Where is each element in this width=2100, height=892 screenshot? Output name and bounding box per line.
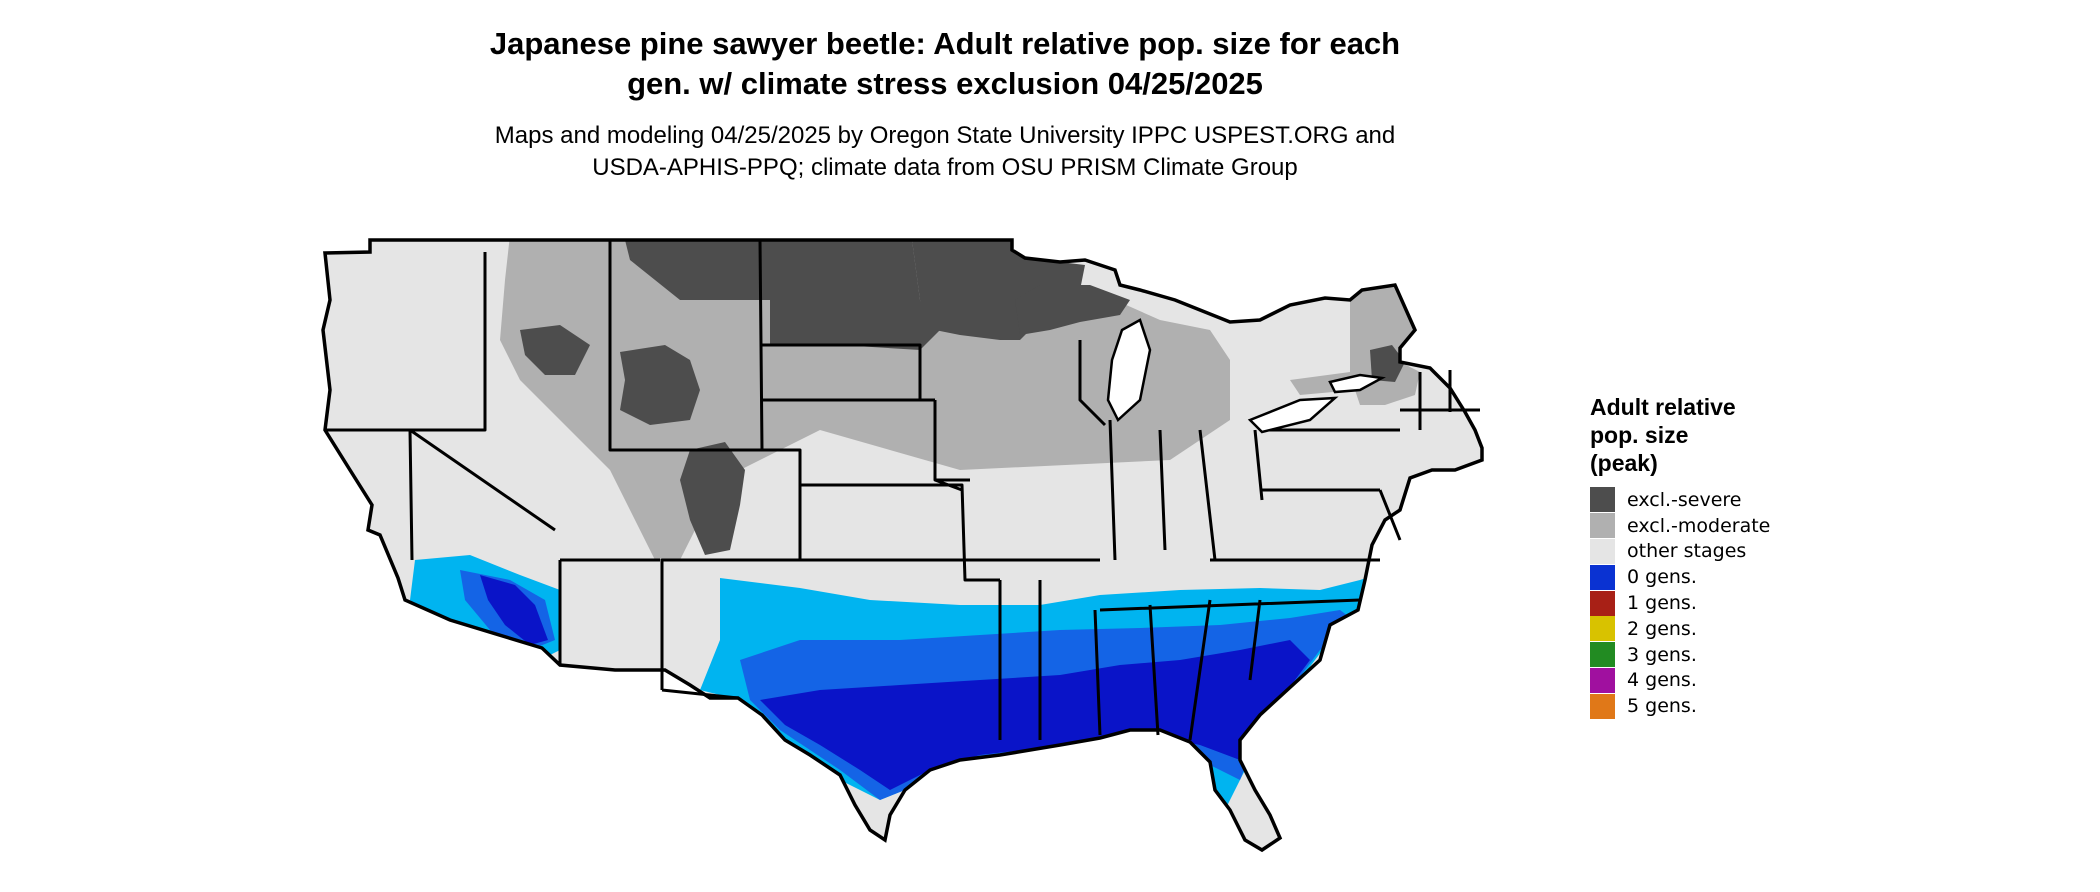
legend-label: 1 gens. — [1627, 592, 1697, 615]
region-excl-severe-idaho-montana — [520, 325, 590, 375]
legend-label: excl.-severe — [1627, 488, 1742, 511]
legend-label: 0 gens. — [1627, 566, 1697, 589]
great-lakes — [1106, 318, 1386, 434]
legend-item-excl-severe: excl.-severe — [1590, 487, 1770, 513]
legend: Adult relative pop. size (peak) excl.-se… — [1590, 393, 1770, 719]
region-excl-severe-adirondacks — [1370, 345, 1405, 382]
legend-title-line-1: Adult relative — [1590, 394, 1736, 420]
state-border-east-west-trunk — [325, 239, 1480, 741]
legend-item-4-gens: 4 gens. — [1590, 667, 1770, 694]
legend-label: 3 gens. — [1627, 643, 1697, 666]
legend-swatch — [1590, 513, 1615, 539]
region-excl-severe-upper-michigan — [1015, 285, 1130, 335]
map-subtitle-line-2: USDA-APHIS-PPQ; climate data from OSU PR… — [592, 154, 1298, 181]
region-excl-severe-colorado — [680, 442, 745, 555]
legend-title: Adult relative pop. size (peak) — [1590, 393, 1770, 477]
legend-item-other-stages: other stages — [1590, 538, 1770, 565]
legend-swatch — [1590, 616, 1615, 642]
legend-label: other stages — [1627, 540, 1747, 563]
legend-swatch — [1590, 693, 1615, 719]
lake-ontario — [1328, 373, 1386, 394]
region-zero-gens-dark-southeast — [760, 640, 1310, 790]
legend-label: 5 gens. — [1627, 695, 1697, 718]
legend-label: 4 gens. — [1627, 669, 1697, 692]
legend-swatch — [1590, 538, 1615, 564]
legend-item-0-gens: 0 gens. — [1590, 564, 1770, 590]
map-title-line-1: Japanese pine sawyer beetle: Adult relat… — [489, 26, 1401, 61]
legend-swatch — [1590, 487, 1615, 513]
legend-label: 2 gens. — [1627, 617, 1697, 640]
legend-swatch — [1590, 642, 1615, 668]
region-excl-severe-maine — [1470, 285, 1482, 360]
lake-erie — [1247, 396, 1339, 434]
region-excl-severe-dakotas — [625, 240, 940, 350]
legend-swatch — [1590, 667, 1615, 693]
legend-swatch — [1590, 564, 1615, 590]
legend-swatch — [1590, 590, 1615, 616]
region-zero-gens-dark-southwest — [480, 575, 548, 645]
region-excl-severe-wyoming — [620, 345, 700, 425]
map-subtitle-line-1: Maps and modeling 04/25/2025 by Oregon S… — [494, 122, 1396, 149]
legend-item-excl-moderate: excl.-moderate — [1590, 513, 1770, 539]
lake-michigan — [1106, 318, 1152, 423]
legend-item-1-gens: 1 gens. — [1590, 590, 1770, 616]
title-block: Japanese pine sawyer beetle: Adult relat… — [0, 24, 1890, 184]
legend-label: excl.-moderate — [1627, 514, 1771, 537]
legend-item-5-gens: 5 gens. — [1590, 693, 1770, 719]
legend-items: excl.-severe excl.-moderate other stages… — [1590, 487, 1770, 719]
legend-item-2-gens: 2 gens. — [1590, 616, 1770, 642]
state-borders — [325, 239, 1480, 741]
legend-item-3-gens: 3 gens. — [1590, 642, 1770, 668]
map-title-line-2: gen. w/ climate stress exclusion 04/25/2… — [627, 66, 1263, 101]
legend-title-line-2: pop. size — [1590, 422, 1689, 448]
map-fill-layer — [323, 240, 1482, 850]
legend-title-line-3: (peak) — [1590, 450, 1658, 476]
